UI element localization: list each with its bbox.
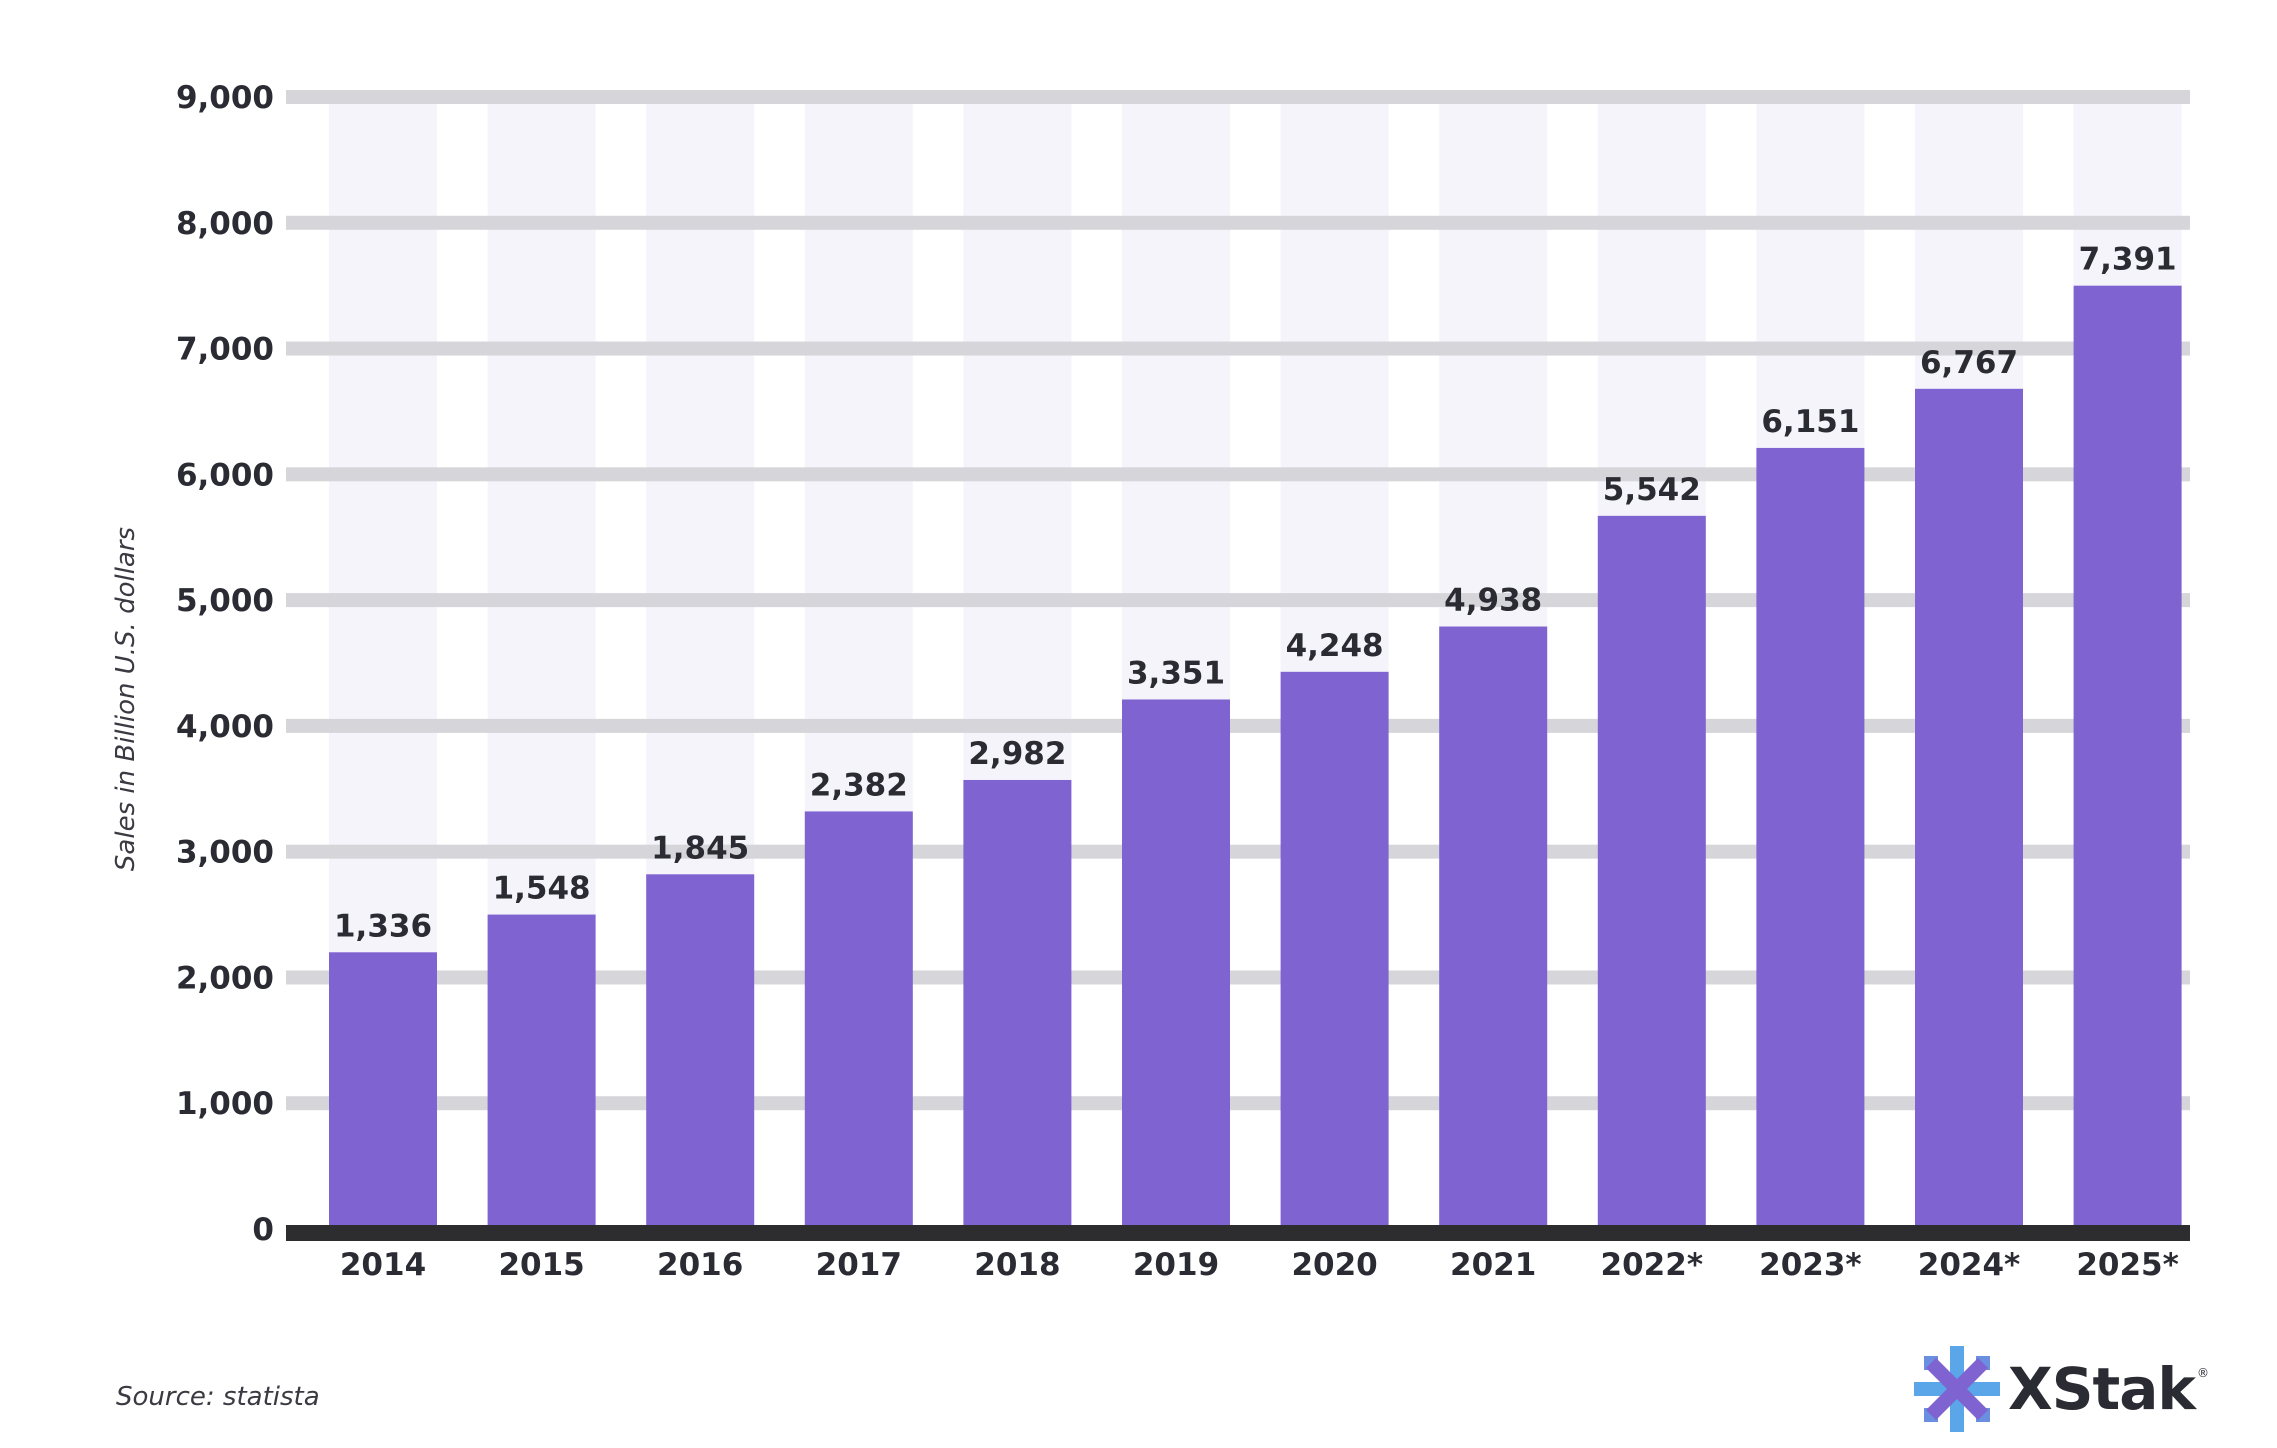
y-tick-label: 3,000 [176,835,274,871]
gridline [286,215,2190,230]
value-label: 2,982 [968,736,1066,772]
value-labels: 1,336 1,548 1,845 2,382 2,982 3,351 4,248 4,938… [334,242,2177,945]
bar [1439,626,1548,1229]
x-tick-label: 2024* [1918,1247,2021,1283]
y-tick-label: 2,000 [176,960,274,996]
bar [804,811,913,1229]
x-tick-labels: 2014 2015 2016 2017 2018 2019 2020 2021 2022* 202… [340,1247,2179,1283]
x-tick-label: 2021 [1450,1247,1536,1283]
value-label: 6,151 [1761,404,1859,440]
bar [1915,388,2023,1229]
gridline [286,970,2190,985]
gridline [286,90,2190,104]
gridline [286,718,2190,733]
y-tick-label: 5,000 [176,583,274,619]
y-tick-label: 1,000 [176,1086,274,1122]
x-tick-label: 2020 [1291,1247,1377,1283]
bar [1280,671,1389,1229]
gridline [286,467,2190,482]
y-tick-label: 4,000 [176,709,274,745]
bar [1756,447,1865,1229]
bar [1122,699,1230,1229]
x-axis-baseline [286,1225,2190,1241]
x-tick-label: 2019 [1133,1247,1219,1283]
value-label: 7,391 [2079,242,2177,278]
xstak-logo-icon [1914,1346,2000,1432]
bars [329,285,2182,1230]
gridline [286,844,2190,859]
source-note: Source: statista [116,1382,320,1412]
y-tick-label: 0 [252,1212,274,1248]
value-label: 4,938 [1444,583,1542,619]
logo-wordmark: XStak [2008,1355,2196,1423]
value-label: 5,542 [1603,472,1701,508]
x-tick-label: 2025* [2076,1247,2179,1283]
value-label: 3,351 [1127,655,1225,691]
y-axis-title: Sales in Billion U.S. dollars [111,527,141,871]
x-tick-label: 2018 [974,1247,1060,1283]
bar [646,874,755,1229]
gridline [286,1096,2190,1111]
x-tick-label: 2017 [816,1247,902,1283]
gridlines [286,90,2190,1111]
value-label: 4,248 [1286,628,1384,664]
y-tick-label: 8,000 [176,206,274,242]
column-bands [329,97,2182,1229]
value-label: 1,845 [651,830,749,866]
bar [487,914,596,1229]
value-label: 2,382 [810,767,908,803]
x-tick-label: 2016 [657,1247,743,1283]
bar [2073,285,2182,1230]
bar [1597,515,1706,1229]
value-label: 1,336 [334,908,432,944]
y-tick-labels: 0 1,000 2,000 3,000 4,000 5,000 6,000 7,000 8,00… [176,80,274,1248]
x-axis-line [286,1225,2190,1241]
value-label: 6,767 [1920,345,2018,381]
y-tick-label: 7,000 [176,332,274,368]
bar [329,952,437,1229]
bar [963,779,1072,1229]
y-tick-label: 9,000 [176,80,274,116]
xstak-logo: XStak ® [1912,1344,2209,1434]
logo-registered-mark: ® [2196,1366,2209,1380]
x-tick-label: 2022* [1601,1247,1704,1283]
gridline [286,341,2190,356]
x-tick-label: 2015 [498,1247,584,1283]
x-tick-label: 2014 [340,1247,426,1283]
x-tick-label: 2023* [1759,1247,1862,1283]
y-tick-label: 6,000 [176,457,274,493]
gridline [286,593,2190,608]
value-label: 1,548 [493,871,591,907]
